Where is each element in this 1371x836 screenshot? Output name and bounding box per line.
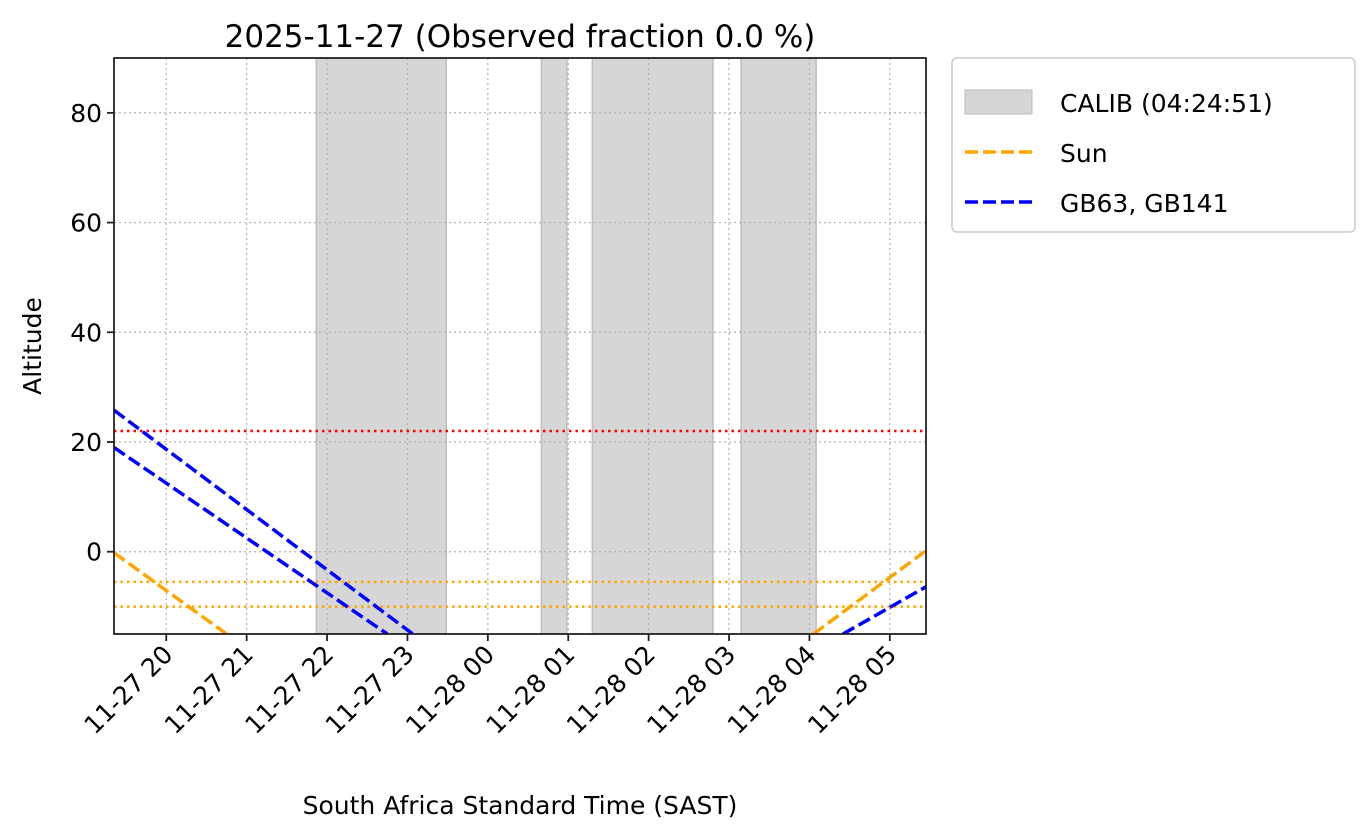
legend-frame bbox=[951, 57, 1356, 233]
y-tick-label: 0 bbox=[86, 538, 102, 567]
legend-sun-label: Sun bbox=[1060, 139, 1108, 168]
y-tick-label: 60 bbox=[70, 209, 102, 238]
calib-region bbox=[315, 57, 448, 635]
calib-region bbox=[740, 57, 817, 635]
y-tick-label: 80 bbox=[70, 99, 102, 128]
y-tick-label: 20 bbox=[70, 428, 102, 457]
legend: CALIB (04:24:51) Sun GB63, GB141 bbox=[951, 57, 1356, 233]
target-altitude-line bbox=[842, 585, 926, 634]
legend-calib-label: CALIB (04:24:51) bbox=[1060, 89, 1273, 118]
chart-title: 2025-11-27 (Observed fraction 0.0 %) bbox=[225, 19, 816, 55]
target-altitude-line bbox=[114, 408, 414, 634]
calib-region bbox=[540, 57, 568, 635]
legend-calib-patch bbox=[964, 89, 1033, 115]
axes-frame bbox=[113, 57, 927, 635]
sun-altitude-line bbox=[812, 549, 926, 634]
x-axis-label: South Africa Standard Time (SAST) bbox=[303, 791, 738, 820]
legend-target-label: GB63, GB141 bbox=[1060, 189, 1228, 218]
calib-region bbox=[591, 57, 714, 635]
y-tick-label: 40 bbox=[70, 318, 102, 347]
y-axis-label: Altitude bbox=[18, 297, 47, 395]
target-altitude-line bbox=[114, 446, 389, 634]
x-tick-label: 11-28 05 bbox=[802, 640, 902, 740]
sun-altitude-line bbox=[114, 551, 228, 634]
